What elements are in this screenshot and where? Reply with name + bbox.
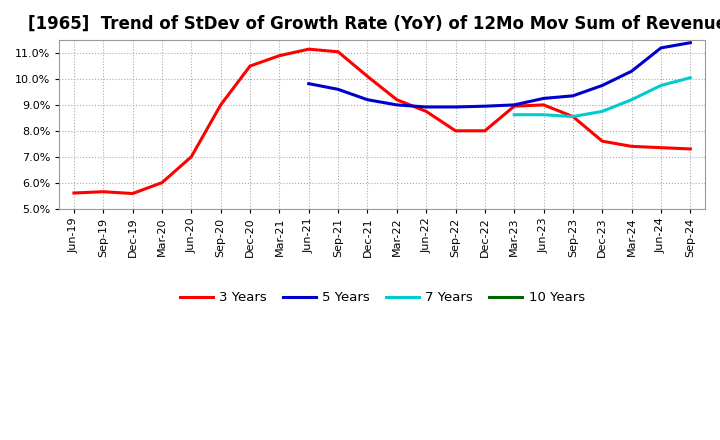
3 Years bbox=[657, 145, 665, 150]
7 Years bbox=[569, 114, 577, 119]
5 Years bbox=[480, 103, 489, 109]
Line: 5 Years: 5 Years bbox=[309, 43, 690, 107]
3 Years bbox=[451, 128, 460, 133]
7 Years bbox=[539, 112, 548, 117]
3 Years bbox=[363, 74, 372, 79]
3 Years bbox=[627, 144, 636, 149]
7 Years bbox=[627, 97, 636, 103]
5 Years bbox=[686, 40, 695, 45]
3 Years bbox=[158, 180, 166, 185]
Legend: 3 Years, 5 Years, 7 Years, 10 Years: 3 Years, 5 Years, 7 Years, 10 Years bbox=[174, 286, 590, 309]
3 Years bbox=[70, 191, 78, 196]
5 Years bbox=[598, 83, 606, 88]
Title: [1965]  Trend of StDev of Growth Rate (YoY) of 12Mo Mov Sum of Revenues: [1965] Trend of StDev of Growth Rate (Yo… bbox=[27, 15, 720, 33]
3 Years bbox=[392, 97, 401, 103]
3 Years bbox=[598, 139, 606, 144]
3 Years bbox=[334, 49, 343, 55]
3 Years bbox=[217, 102, 225, 107]
7 Years bbox=[686, 75, 695, 81]
5 Years bbox=[627, 69, 636, 74]
7 Years bbox=[657, 83, 665, 88]
5 Years bbox=[510, 102, 518, 107]
5 Years bbox=[569, 93, 577, 99]
3 Years bbox=[275, 53, 284, 58]
3 Years bbox=[422, 109, 431, 114]
3 Years bbox=[480, 128, 489, 133]
5 Years bbox=[539, 96, 548, 101]
3 Years bbox=[539, 102, 548, 107]
5 Years bbox=[305, 81, 313, 86]
3 Years bbox=[99, 189, 107, 194]
5 Years bbox=[334, 87, 343, 92]
3 Years bbox=[187, 154, 196, 159]
3 Years bbox=[246, 63, 254, 69]
7 Years bbox=[510, 112, 518, 117]
5 Years bbox=[422, 104, 431, 110]
3 Years bbox=[305, 47, 313, 52]
7 Years bbox=[598, 109, 606, 114]
5 Years bbox=[392, 102, 401, 107]
3 Years bbox=[510, 103, 518, 109]
5 Years bbox=[657, 45, 665, 51]
5 Years bbox=[451, 104, 460, 110]
5 Years bbox=[363, 97, 372, 103]
Line: 3 Years: 3 Years bbox=[74, 49, 690, 194]
3 Years bbox=[686, 147, 695, 152]
3 Years bbox=[569, 114, 577, 119]
3 Years bbox=[128, 191, 137, 196]
Line: 7 Years: 7 Years bbox=[514, 78, 690, 117]
